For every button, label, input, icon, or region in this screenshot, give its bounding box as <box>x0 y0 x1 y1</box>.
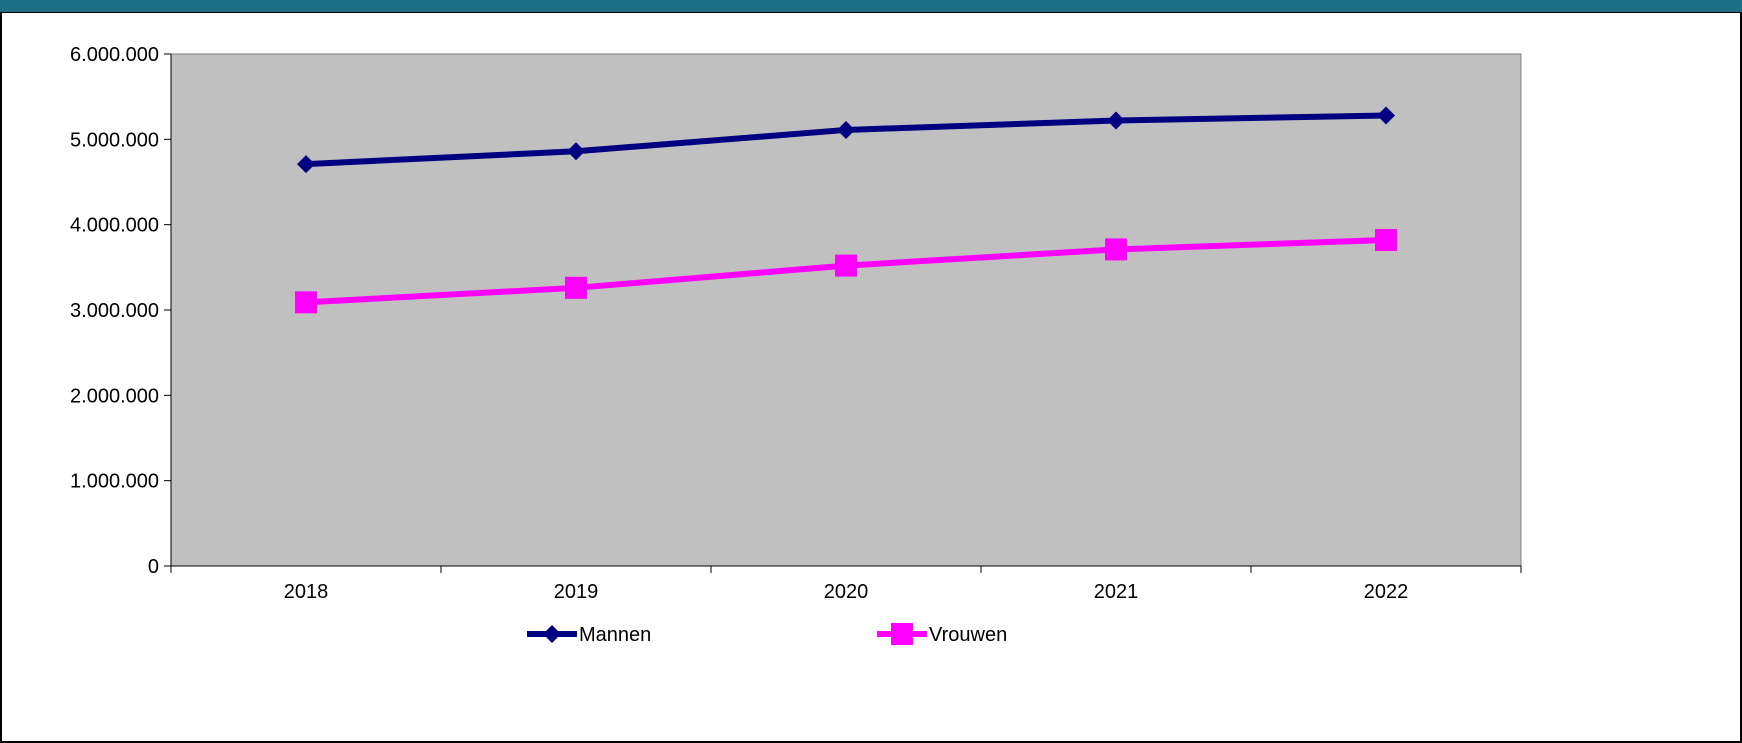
series-layer <box>295 106 1397 314</box>
y-tick-label: 3.000.000 <box>70 300 159 322</box>
data-point <box>567 142 585 161</box>
legend-item: Vrouwen <box>877 623 1007 646</box>
data-point <box>1107 111 1125 130</box>
data-point <box>1105 238 1127 261</box>
legend-item: Mannen <box>527 624 651 646</box>
legend-marker <box>543 625 561 643</box>
header-band <box>0 0 1742 12</box>
y-tick-label: 5.000.000 <box>70 129 159 151</box>
x-tick-label: 2020 <box>824 581 869 603</box>
data-point <box>1377 106 1395 125</box>
data-point <box>295 291 317 314</box>
legend-label: Mannen <box>579 624 651 646</box>
x-tick-label: 2021 <box>1094 581 1139 603</box>
x-tick-label: 2019 <box>554 581 599 603</box>
data-point <box>835 254 857 277</box>
y-tick-label: 4.000.000 <box>70 215 159 237</box>
chart-border <box>0 12 1742 743</box>
data-point <box>837 120 855 139</box>
data-point <box>1375 229 1397 252</box>
legend-label: Vrouwen <box>929 624 1007 646</box>
legend: Mannen Vrouwen <box>527 623 1007 646</box>
plot-area <box>170 53 1522 567</box>
y-tick-label: 2.000.000 <box>70 385 159 407</box>
x-tick-label: 2018 <box>284 581 329 603</box>
y-tick-label: 0 <box>148 556 159 578</box>
y-tick-label: 6.000.000 <box>70 44 159 66</box>
data-point <box>297 155 315 174</box>
x-tick-label: 2022 <box>1364 581 1409 603</box>
x-axis: 2018 2019 2020 2021 2022 <box>170 565 1522 603</box>
legend-marker <box>891 623 913 645</box>
series-vrouwen <box>295 229 1397 314</box>
series-mannen <box>297 106 1395 174</box>
data-point <box>565 276 587 299</box>
y-tick-label: 1.000.000 <box>70 471 159 493</box>
y-axis: 0 1.000.000 2.000.000 3.000.000 4.000.000 5.0… <box>70 44 172 578</box>
